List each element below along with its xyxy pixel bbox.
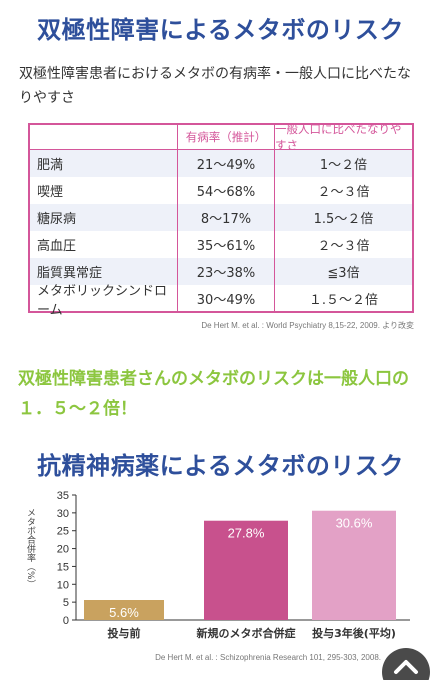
table-row: 喫煙 54～68% ２～３倍 [30,177,412,204]
table-header-row: 有病率（推計） 一般人口に比べたなりやすさ [30,122,412,152]
y-axis-label-text: メタボ合併率（%） [25,508,35,589]
bar-value-label: 5.6% [109,605,139,620]
bar [312,510,396,620]
metabolic-rate-chart: 0 5 10 15 20 25 30 35 5.6% 投与前 27.8% 新規のメタボ合併症 30.6%… [0,488,441,648]
table-row: 高血圧 35～61% ２～３倍 [30,231,412,258]
table-cell: ２～３倍 [274,177,412,204]
table-cell: 脂質異常症 [37,266,103,281]
table-cell: 21～49% [177,150,274,177]
table-cell: 肥満 [37,158,64,173]
table-row: 肥満 21～49% 1～２倍 [30,150,412,177]
y-tick-label: 10 [57,579,69,591]
table-row: 脂質異常症 23～38% ≦3倍 [30,258,412,285]
x-category-label: 新規のメタボ合併症 [197,626,296,640]
bar-value-label: 27.8% [228,526,265,541]
conclusion-text: 双極性障害患者さんのメタボのリスクは一般人口の１．５～２倍！ [18,369,409,419]
y-tick-label: 25 [57,526,69,538]
table-cell: １.５～２倍 [274,285,412,312]
table-cell: 35～61% [177,231,274,258]
section-title-text: 双極性障害によるメタボのリスク [37,16,404,44]
section-title-bipolar: 双極性障害によるメタボのリスク [0,10,441,50]
citation-table: De Hert M. et al. : World Psychiatry 8,1… [201,321,414,330]
table-cell: 54～68% [177,177,274,204]
x-category-label: 投与前 [108,626,141,640]
table-cell: 30～49% [177,285,274,312]
table-row: メタボリックシンドローム 30～49% １.５～２倍 [30,283,412,318]
table-row: 糖尿病 8～17% 1.5～２倍 [30,204,412,231]
table-cell: 8～17% [177,204,274,231]
table-cell: 1～２倍 [274,150,412,177]
bar [84,600,164,620]
table-header-cell [30,125,177,149]
table-cell: ２～３倍 [274,231,412,258]
y-tick-label: 15 [57,561,69,573]
table-cell: 糖尿病 [37,212,77,227]
table-header-divider [30,149,412,150]
y-tick-label: 35 [57,490,69,502]
citation-chart: De Hert M. et al. : Schizophrenia Resear… [155,653,381,662]
table-header-cell: 一般人口に比べたなりやすさ [274,122,412,152]
bar [204,520,288,620]
section-title-antipsychotic: 抗精神病薬によるメタボのリスク [0,446,441,486]
metabolic-risk-table: 有病率（推計） 一般人口に比べたなりやすさ肥満 21～49% 1～２倍喫煙 54～68%… [28,122,414,318]
table-cell: 喫煙 [37,185,64,200]
scroll-to-top-button[interactable] [382,648,430,680]
table-cell: メタボリックシンドローム [37,283,168,318]
chevron-up-icon [394,660,418,674]
table-cell: ≦3倍 [274,258,412,285]
table-cell: 23～38% [177,258,274,285]
y-tick-label: 5 [63,597,69,609]
chart-y-axis-label: メタボ合併率（%） [20,508,40,616]
chart-svg: 0 5 10 15 20 25 30 35 5.6% 投与前 27.8% 新規のメタボ合併症 30.6%… [57,490,410,640]
intro-text: 双極性障害患者におけるメタボの有病率・一般人口に比べたなりやすさ [19,66,411,106]
section-title-text: 抗精神病薬によるメタボのリスク [37,452,404,480]
y-tick-label: 0 [63,615,69,627]
y-tick-label: 30 [57,508,69,520]
table-cell: 1.5～２倍 [274,204,412,231]
bar-value-label: 30.6% [336,516,373,531]
x-category-label: 投与3年後(平均) [312,626,396,640]
table-cell: 高血圧 [37,239,77,254]
table-header-cell: 有病率（推計） [177,125,274,149]
y-tick-label: 20 [57,544,69,556]
